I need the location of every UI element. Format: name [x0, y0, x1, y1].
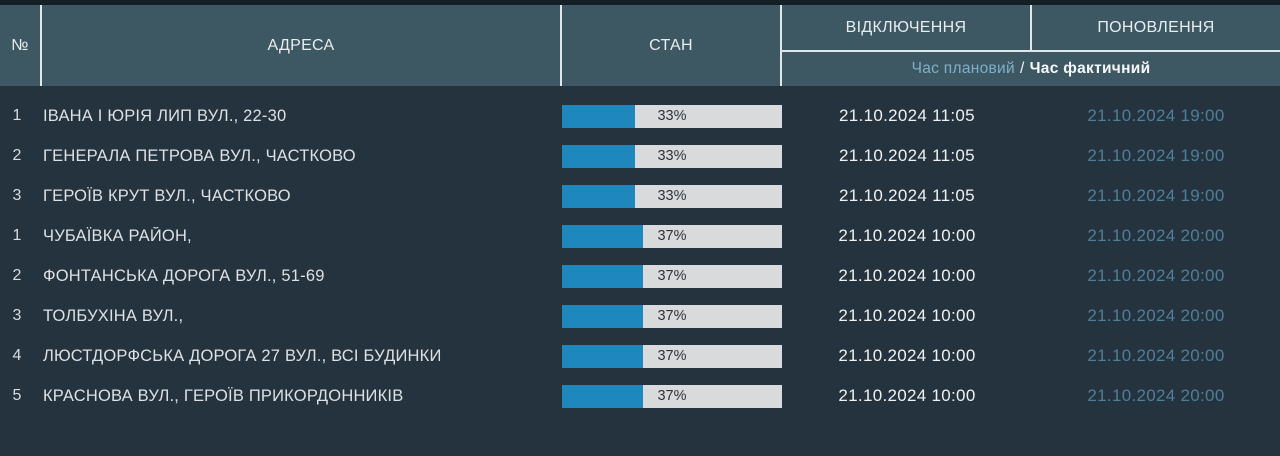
- table-header: № АДРЕСА СТАН ВІДКЛЮЧЕННЯ ПОНОВЛЕННЯ Час…: [0, 5, 1280, 86]
- row-number: 1: [12, 227, 22, 244]
- progress-bar-fill: [562, 144, 635, 168]
- on-time: 21.10.2024 19:00: [1087, 186, 1225, 205]
- row-state-cell: 33%: [562, 184, 782, 208]
- progress-bar: 33%: [562, 184, 782, 208]
- progress-bar: 37%: [562, 224, 782, 248]
- table-row: 3 ТОЛБУХІНА ВУЛ., 37% 21.10.2024 10:00 2…: [0, 296, 1280, 336]
- header-col-off: ВІДКЛЮЧЕННЯ: [782, 5, 1032, 52]
- actual-time-label: Час фактичний: [1029, 60, 1151, 77]
- table-row: 1 ІВАНА І ЮРІЯ ЛИП ВУЛ., 22-30 33% 21.10…: [0, 96, 1280, 136]
- planned-time-label: Час плановий: [911, 60, 1015, 77]
- progress-bar-fill: [562, 264, 644, 288]
- off-time: 21.10.2024 10:00: [838, 226, 976, 245]
- progress-percent: 37%: [657, 227, 687, 244]
- row-state-cell: 37%: [562, 384, 782, 408]
- off-time: 21.10.2024 11:05: [839, 146, 975, 165]
- row-address: ЛЮСТДОРФСЬКА ДОРОГА 27 ВУЛ., ВСІ БУДИНКИ: [43, 346, 442, 365]
- progress-bar-fill: [562, 304, 644, 328]
- off-time: 21.10.2024 10:00: [838, 386, 976, 405]
- row-number: 5: [12, 387, 22, 404]
- top-strip: [0, 0, 1280, 5]
- row-state-cell: 37%: [562, 344, 782, 368]
- on-time: 21.10.2024 20:00: [1087, 266, 1225, 285]
- row-address: КРАСНОВА ВУЛ., ГЕРОЇВ ПРИКОРДОННИКІВ: [43, 386, 404, 405]
- progress-bar: 37%: [562, 344, 782, 368]
- header-col-state: СТАН: [562, 5, 782, 86]
- progress-bar: 37%: [562, 304, 782, 328]
- table-row: 5 КРАСНОВА ВУЛ., ГЕРОЇВ ПРИКОРДОННИКІВ 3…: [0, 376, 1280, 416]
- row-number: 4: [12, 347, 22, 364]
- off-time: 21.10.2024 10:00: [838, 266, 976, 285]
- row-state-cell: 37%: [562, 264, 782, 288]
- header-col-address: АДРЕСА: [42, 5, 562, 86]
- progress-percent: 33%: [657, 187, 687, 204]
- progress-bar: 33%: [562, 104, 782, 128]
- on-time: 21.10.2024 20:00: [1087, 226, 1225, 245]
- progress-bar-fill: [562, 384, 644, 408]
- table-row: 3 ГЕРОЇВ КРУТ ВУЛ., ЧАСТКОВО 33% 21.10.2…: [0, 176, 1280, 216]
- off-time: 21.10.2024 11:05: [839, 106, 975, 125]
- table-body: 1 ІВАНА І ЮРІЯ ЛИП ВУЛ., 22-30 33% 21.10…: [0, 86, 1280, 416]
- row-number: 3: [12, 307, 22, 324]
- progress-bar: 37%: [562, 384, 782, 408]
- row-number: 2: [12, 147, 22, 164]
- progress-percent: 33%: [657, 147, 687, 164]
- progress-percent: 37%: [657, 347, 687, 364]
- table-row: 1 ЧУБАЇВКА РАЙОН, 37% 21.10.2024 10:00 2…: [0, 216, 1280, 256]
- row-address: ГЕРОЇВ КРУТ ВУЛ., ЧАСТКОВО: [43, 186, 291, 205]
- row-address: ІВАНА І ЮРІЯ ЛИП ВУЛ., 22-30: [43, 106, 287, 125]
- progress-percent: 37%: [657, 307, 687, 324]
- progress-percent: 33%: [657, 107, 687, 124]
- row-number: 3: [12, 187, 22, 204]
- progress-percent: 37%: [657, 387, 687, 404]
- row-number: 2: [12, 267, 22, 284]
- row-state-cell: 37%: [562, 304, 782, 328]
- progress-bar: 37%: [562, 264, 782, 288]
- off-time: 21.10.2024 11:05: [839, 186, 975, 205]
- on-time: 21.10.2024 20:00: [1087, 306, 1225, 325]
- progress-bar-fill: [562, 224, 644, 248]
- off-time: 21.10.2024 10:00: [838, 306, 976, 325]
- table-row: 2 ФОНТАНСЬКА ДОРОГА ВУЛ., 51-69 37% 21.1…: [0, 256, 1280, 296]
- progress-bar: 33%: [562, 144, 782, 168]
- progress-bar-fill: [562, 184, 635, 208]
- on-time: 21.10.2024 20:00: [1087, 346, 1225, 365]
- row-state-cell: 33%: [562, 104, 782, 128]
- row-address: ТОЛБУХІНА ВУЛ.,: [43, 306, 184, 325]
- table-row: 4 ЛЮСТДОРФСЬКА ДОРОГА 27 ВУЛ., ВСІ БУДИН…: [0, 336, 1280, 376]
- header-col-number: №: [0, 5, 42, 86]
- row-state-cell: 37%: [562, 224, 782, 248]
- row-number: 1: [12, 107, 22, 124]
- header-subrow-time-legend: Час плановий / Час фактичний: [782, 52, 1280, 86]
- header-col-on: ПОНОВЛЕННЯ: [1032, 5, 1280, 52]
- progress-percent: 37%: [657, 267, 687, 284]
- on-time: 21.10.2024 19:00: [1087, 106, 1225, 125]
- on-time: 21.10.2024 19:00: [1087, 146, 1225, 165]
- table-row: 2 ГЕНЕРАЛА ПЕТРОВА ВУЛ., ЧАСТКОВО 33% 21…: [0, 136, 1280, 176]
- row-address: ФОНТАНСЬКА ДОРОГА ВУЛ., 51-69: [43, 266, 325, 285]
- progress-bar-fill: [562, 344, 644, 368]
- legend-separator: /: [1019, 60, 1025, 77]
- on-time: 21.10.2024 20:00: [1087, 386, 1225, 405]
- row-address: ЧУБАЇВКА РАЙОН,: [43, 226, 192, 245]
- off-time: 21.10.2024 10:00: [838, 346, 976, 365]
- row-state-cell: 33%: [562, 144, 782, 168]
- row-address: ГЕНЕРАЛА ПЕТРОВА ВУЛ., ЧАСТКОВО: [43, 146, 356, 165]
- progress-bar-fill: [562, 104, 635, 128]
